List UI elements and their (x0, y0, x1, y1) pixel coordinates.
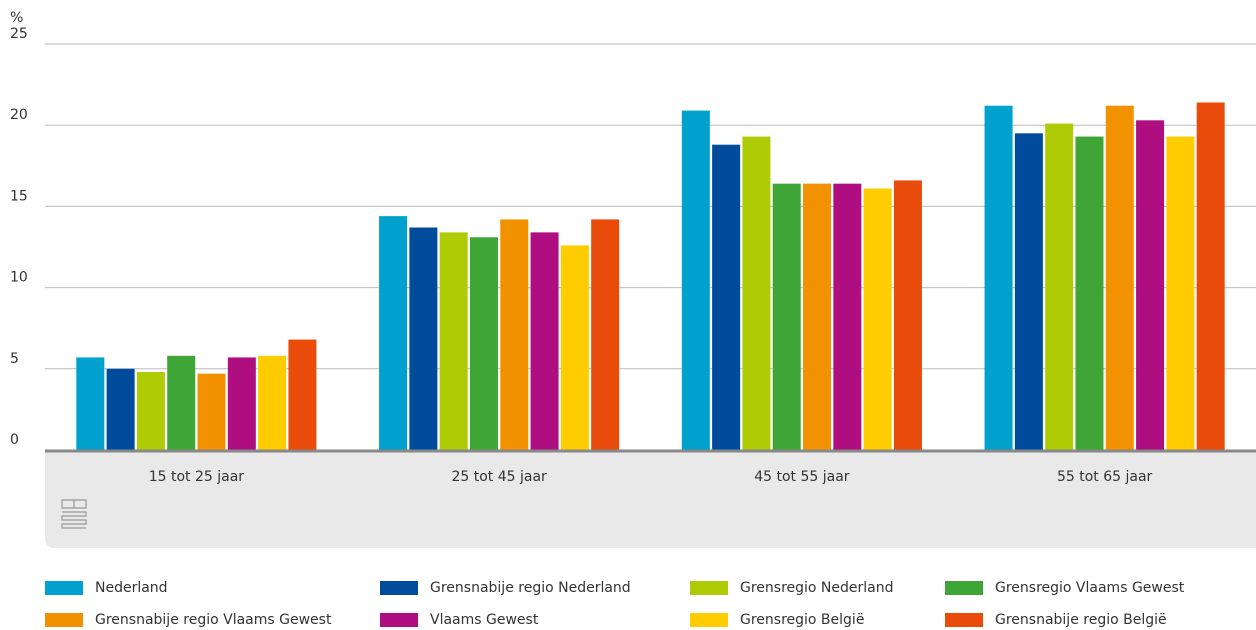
bar (1045, 123, 1074, 451)
bar (136, 372, 165, 450)
bar (1136, 120, 1165, 450)
x-tick-label: 15 tot 25 jaar (149, 469, 245, 485)
legend-label: Grensnabije regio Nederland (430, 580, 631, 596)
y-tick-label: 10 (10, 270, 28, 286)
legend-label: Grensregio België (740, 612, 864, 628)
bar (1166, 136, 1195, 450)
bar (197, 373, 226, 450)
bar (681, 110, 710, 451)
y-tick-label: 5 (10, 351, 19, 367)
bar (167, 355, 196, 450)
legend-label: Vlaams Gewest (430, 612, 539, 628)
bar (772, 183, 801, 450)
bar (409, 227, 438, 450)
legend-swatch (945, 581, 983, 595)
bar (530, 232, 559, 450)
legend-swatch (690, 613, 728, 627)
bar (258, 355, 287, 450)
legend-swatch (945, 613, 983, 627)
bar (591, 219, 620, 450)
legend-label: Grensregio Vlaams Gewest (995, 580, 1185, 596)
x-tick-label: 25 tot 45 jaar (451, 469, 547, 485)
bar (288, 339, 317, 450)
bar (833, 183, 862, 450)
bar (106, 368, 135, 450)
legend-label: Nederland (95, 580, 168, 596)
legend-label: Grensnabije regio België (995, 612, 1167, 628)
bar (500, 219, 529, 450)
bar (712, 144, 741, 451)
category-band (45, 452, 1256, 548)
bar (742, 136, 771, 450)
y-axis-label: % (10, 10, 23, 26)
bar (893, 180, 922, 450)
x-tick-label: 45 tot 55 jaar (754, 469, 850, 485)
legend-label: Grensnabije regio Vlaams Gewest (95, 612, 332, 628)
y-tick-label: 0 (10, 432, 19, 448)
bar (863, 188, 892, 450)
bar (76, 357, 105, 450)
bar (227, 357, 256, 450)
legend-swatch (380, 613, 418, 627)
bar (560, 245, 589, 450)
y-tick-label: 20 (10, 107, 28, 123)
bar (1075, 136, 1104, 450)
y-tick-label: 15 (10, 188, 28, 204)
logo (61, 499, 87, 529)
legend-label: Grensregio Nederland (740, 580, 894, 596)
legend-swatch (690, 581, 728, 595)
legend-swatch (380, 581, 418, 595)
bar (1014, 133, 1043, 450)
legend-swatch (45, 581, 83, 595)
bar (439, 232, 468, 450)
bar (1196, 102, 1225, 451)
x-tick-label: 55 tot 65 jaar (1057, 469, 1153, 485)
bar (803, 183, 832, 450)
bar (1105, 105, 1134, 450)
bar (379, 216, 408, 450)
bar (984, 105, 1013, 450)
y-tick-label: 25 (10, 26, 28, 42)
bar (469, 237, 498, 450)
legend-swatch (45, 613, 83, 627)
